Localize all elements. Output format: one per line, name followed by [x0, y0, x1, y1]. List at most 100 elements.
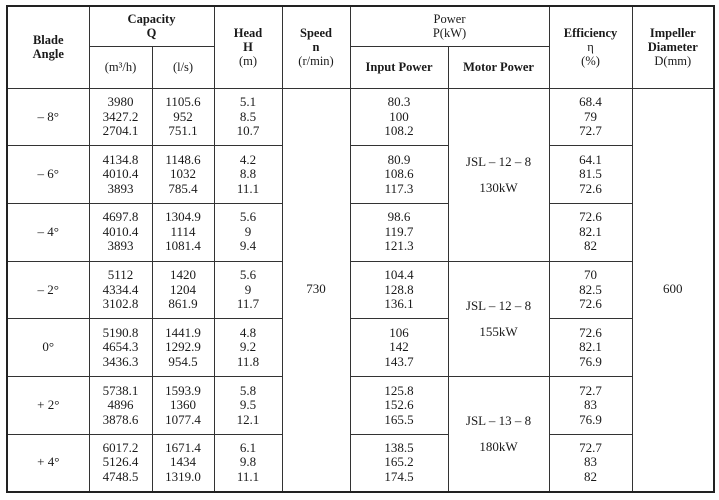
head-cell-value: 11.1 [236, 468, 260, 484]
capacity-m3h-cell-value: 4748.5 [102, 468, 139, 484]
header-power: Power P(kW) [349, 5, 550, 47]
head-cell-value: 9.5 [239, 397, 257, 413]
efficiency-cell-value: 64.1 [579, 151, 602, 167]
capacity-ls-cell-value: 1114 [170, 223, 196, 239]
head-cell-value: 9 [244, 223, 252, 239]
table-row: 0° 5190.8 4654.3 3436.3 1441.9 1292.9 954.5 4.8… [6, 318, 714, 377]
capacity-m3h-cell-value: 4010.4 [102, 223, 139, 239]
header-head: Head H (m) [213, 5, 283, 89]
capacity-m3h-cell-value: 4334.4 [102, 281, 139, 297]
efficiency-cell: 68.4 79 72.7 [548, 87, 633, 147]
efficiency-cell-value: 72.6 [579, 209, 602, 225]
capacity-ls-cell-value: 1420 [170, 267, 196, 283]
capacity-ls-cell-value: 1593.9 [165, 382, 201, 398]
capacity-ls-cell: 1593.9 1360 1077.4 [151, 375, 215, 435]
head-cell-value: 5.1 [239, 94, 257, 110]
motor-model: JSL – 12 – 8 [465, 153, 532, 169]
input-power-cell: 106 142 143.7 [349, 318, 449, 377]
input-power-cell-value: 104.4 [384, 267, 414, 283]
head-cell-value: 11.7 [236, 296, 260, 312]
efficiency-cell-value: 83 [584, 397, 598, 413]
capacity-ls-cell-value: 1032 [170, 166, 196, 182]
speed-cell: 730 [281, 87, 351, 493]
capacity-m3h-cell-value: 5126.4 [102, 454, 139, 470]
input-power-cell-value: 98.6 [387, 209, 411, 225]
head-cell: 5.6 9 9.4 [213, 202, 283, 262]
input-power-cell-value: 143.7 [384, 353, 414, 369]
capacity-m3h-cell-value: 4654.3 [102, 339, 139, 355]
input-power-cell-value: 80.3 [387, 94, 411, 110]
efficiency-cell: 72.7 83 82 [548, 433, 633, 493]
head-cell-value: 8.5 [239, 108, 257, 124]
capacity-ls-cell-value: 1304.9 [165, 209, 201, 225]
capacity-ls-cell-value: 751.1 [168, 123, 198, 139]
efficiency-cell-value: 79 [584, 108, 598, 124]
head-cell: 4.2 8.8 11.1 [213, 145, 283, 204]
capacity-ls-cell-value: 1105.6 [165, 94, 201, 110]
head-cell-value: 9.2 [239, 339, 257, 355]
motor-model: JSL – 13 – 8 [465, 412, 532, 428]
capacity-m3h-cell-value: 5112 [107, 267, 134, 283]
capacity-m3h-cell-value: 4134.8 [102, 151, 139, 167]
efficiency-cell-value: 72.7 [579, 123, 602, 139]
input-power-cell-value: 108.2 [384, 123, 414, 139]
efficiency-cell-value: 70 [584, 267, 598, 283]
header-speed: Speed n (r/min) [281, 5, 351, 89]
capacity-ls-cell: 1420 1204 861.9 [151, 260, 215, 320]
head-cell-value: 12.1 [236, 411, 260, 427]
capacity-ls-cell-value: 1081.4 [165, 238, 201, 254]
capacity-m3h-cell-value: 3102.8 [102, 296, 139, 312]
table-row: – 2° 5112 4334.4 3102.8 1420 1204 861.9 5.6 9 11.… [6, 260, 714, 377]
head-cell-value: 9.4 [239, 238, 257, 254]
capacity-m3h-cell-value: 3893 [107, 180, 134, 196]
header-input-power: Input Power [349, 45, 449, 89]
capacity-m3h-cell: 4697.8 4010.4 3893 [88, 202, 153, 262]
input-power-cell-value: 80.9 [387, 151, 411, 167]
capacity-m3h-cell-value: 3878.6 [102, 411, 139, 427]
head-cell-value: 5.6 [239, 209, 257, 225]
header-capacity-m3h: (m³/h) [88, 45, 153, 89]
motor-power-cell: JSL – 13 – 8 180kW [447, 375, 550, 493]
input-power-cell: 125.8 152.6 165.5 [349, 375, 449, 435]
capacity-m3h-cell: 6017.2 5126.4 4748.5 [88, 433, 153, 493]
header-capacity: Capacity Q [88, 5, 215, 47]
impeller-diameter-cell: 600 [631, 87, 715, 493]
input-power-cell-value: 125.8 [384, 382, 414, 398]
input-power-cell: 98.6 119.7 121.3 [349, 202, 449, 262]
blade-angle-cell: – 4° [6, 202, 90, 262]
motor-rated-power: 130kW [479, 179, 518, 195]
capacity-m3h-cell-value: 3427.2 [102, 108, 139, 124]
input-power-cell-value: 117.3 [384, 180, 414, 196]
efficiency-cell-value: 72.6 [579, 324, 602, 340]
capacity-m3h-cell: 5190.8 4654.3 3436.3 [88, 318, 153, 377]
blade-angle-cell: + 2° [6, 375, 90, 435]
efficiency-cell: 70 82.5 72.6 [548, 260, 633, 320]
head-cell-value: 5.8 [239, 382, 257, 398]
capacity-m3h-cell: 3980 3427.2 2704.1 [88, 87, 153, 147]
efficiency-cell-value: 83 [584, 454, 598, 470]
efficiency-cell-value: 72.6 [579, 296, 602, 312]
head-cell-value: 8.8 [239, 166, 257, 182]
capacity-ls-cell-value: 1292.9 [165, 339, 201, 355]
efficiency-cell: 72.7 83 76.9 [548, 375, 633, 435]
table-row: – 6° 4134.8 4010.4 3893 1148.6 1032 785.4 4.2 8.… [6, 145, 714, 204]
capacity-ls-cell: 1105.6 952 751.1 [151, 87, 215, 147]
blade-angle-cell: – 2° [6, 260, 90, 320]
input-power-cell-value: 121.3 [384, 238, 414, 254]
capacity-m3h-cell-value: 4697.8 [102, 209, 139, 225]
header-blade-angle: Blade Angle [6, 5, 90, 89]
efficiency-cell-value: 68.4 [579, 94, 602, 110]
head-cell-value: 5.6 [239, 267, 257, 283]
efficiency-cell: 72.6 82.1 76.9 [548, 318, 633, 377]
header-impeller-diameter: Impeller Diameter D(mm) [631, 5, 715, 89]
capacity-ls-cell-value: 1077.4 [165, 411, 201, 427]
capacity-ls-cell: 1148.6 1032 785.4 [151, 145, 215, 204]
efficiency-cell-value: 76.9 [579, 411, 602, 427]
capacity-ls-cell: 1304.9 1114 1081.4 [151, 202, 215, 262]
motor-power-cell: JSL – 12 – 8 130kW [447, 87, 550, 262]
capacity-ls-cell: 1441.9 1292.9 954.5 [151, 318, 215, 377]
capacity-ls-cell-value: 1434 [170, 454, 196, 470]
head-cell: 5.8 9.5 12.1 [213, 375, 283, 435]
input-power-cell-value: 165.2 [384, 454, 414, 470]
capacity-ls-cell-value: 952 [173, 108, 193, 124]
